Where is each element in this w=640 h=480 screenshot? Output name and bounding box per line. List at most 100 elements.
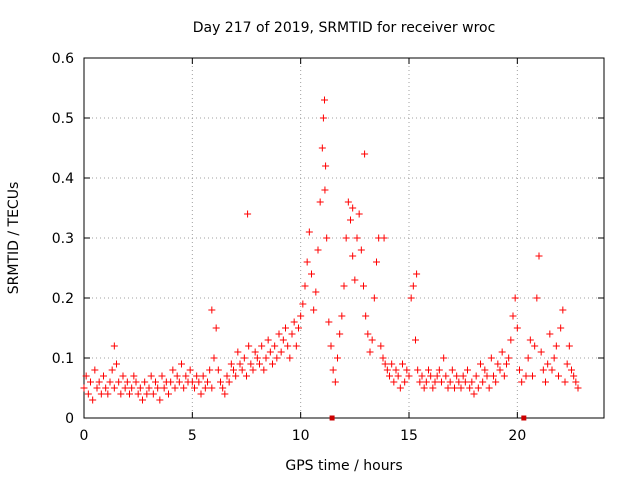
data-point xyxy=(329,366,337,374)
data-point xyxy=(498,348,506,356)
data-point xyxy=(303,258,311,266)
data-point xyxy=(392,366,400,374)
data-point xyxy=(574,384,582,392)
data-point xyxy=(167,378,175,386)
data-point xyxy=(110,342,118,350)
data-point xyxy=(89,396,97,404)
data-point xyxy=(238,366,246,374)
data-point xyxy=(407,294,415,302)
data-point xyxy=(544,360,552,368)
data-point xyxy=(284,342,292,350)
data-point xyxy=(433,372,441,380)
data-point xyxy=(188,378,196,386)
data-point xyxy=(113,360,120,368)
data-point xyxy=(249,366,257,374)
data-point xyxy=(271,342,279,350)
data-point xyxy=(418,372,426,380)
data-point xyxy=(409,282,417,290)
data-point xyxy=(227,360,235,368)
data-point xyxy=(572,378,580,386)
data-point xyxy=(240,354,248,362)
data-point xyxy=(431,378,439,386)
data-point xyxy=(380,234,388,242)
data-point xyxy=(119,372,127,380)
data-point xyxy=(383,366,391,374)
data-point xyxy=(509,312,517,320)
data-points xyxy=(80,96,582,404)
data-point xyxy=(136,384,144,392)
data-point xyxy=(500,372,508,380)
data-point xyxy=(492,378,500,386)
data-point xyxy=(568,366,575,374)
data-point xyxy=(147,372,155,380)
data-point xyxy=(132,378,140,386)
data-point xyxy=(126,390,133,398)
data-point xyxy=(154,384,162,392)
data-point xyxy=(368,336,376,344)
data-point xyxy=(130,372,138,380)
data-point xyxy=(373,258,380,266)
data-point xyxy=(178,360,185,368)
data-point xyxy=(477,360,484,368)
data-point xyxy=(386,372,393,380)
data-point xyxy=(481,366,489,374)
data-point xyxy=(245,342,253,350)
data-point xyxy=(496,366,504,374)
data-point xyxy=(557,324,565,332)
data-point xyxy=(214,366,222,374)
data-point xyxy=(457,384,465,392)
data-point xyxy=(563,360,571,368)
data-point xyxy=(104,390,112,398)
data-point xyxy=(396,384,404,392)
data-point xyxy=(537,348,545,356)
data-point xyxy=(82,372,90,380)
data-point xyxy=(128,384,136,392)
x-tick-label: 20 xyxy=(508,428,526,444)
x-tick-label: 5 xyxy=(188,428,197,444)
data-point xyxy=(251,348,259,356)
data-point xyxy=(494,360,502,368)
data-point xyxy=(171,384,179,392)
data-point xyxy=(448,366,456,374)
data-point xyxy=(388,360,396,368)
data-point xyxy=(381,360,389,368)
data-point xyxy=(208,306,216,314)
data-point xyxy=(522,372,530,380)
data-point xyxy=(516,366,523,374)
data-point xyxy=(110,384,118,392)
data-point xyxy=(505,354,513,362)
data-point xyxy=(461,378,469,386)
data-point xyxy=(299,300,307,308)
data-point xyxy=(347,216,354,224)
gap-markers xyxy=(329,415,527,421)
data-point xyxy=(286,354,294,362)
data-point xyxy=(429,384,437,392)
y-tick-label: 0.1 xyxy=(52,351,74,367)
y-tick-label: 0.5 xyxy=(52,111,74,127)
data-point xyxy=(342,234,350,242)
data-point xyxy=(152,378,159,386)
data-point xyxy=(232,372,240,380)
data-point xyxy=(349,204,357,212)
data-point xyxy=(318,144,326,152)
x-tick-label: 0 xyxy=(80,428,89,444)
data-point xyxy=(442,372,450,380)
data-point xyxy=(362,312,370,320)
data-point xyxy=(253,354,261,362)
data-point xyxy=(416,378,424,386)
data-point xyxy=(182,372,190,380)
data-point xyxy=(459,372,467,380)
data-point xyxy=(301,282,309,290)
data-point xyxy=(264,336,272,344)
data-point xyxy=(230,366,237,374)
data-point xyxy=(180,384,188,392)
data-point xyxy=(364,330,372,338)
data-point xyxy=(361,150,369,158)
data-point xyxy=(323,234,331,242)
data-point xyxy=(84,390,92,398)
y-tick-label: 0.2 xyxy=(52,291,74,307)
data-point xyxy=(206,366,214,374)
data-point xyxy=(351,276,359,284)
data-point xyxy=(234,348,242,356)
